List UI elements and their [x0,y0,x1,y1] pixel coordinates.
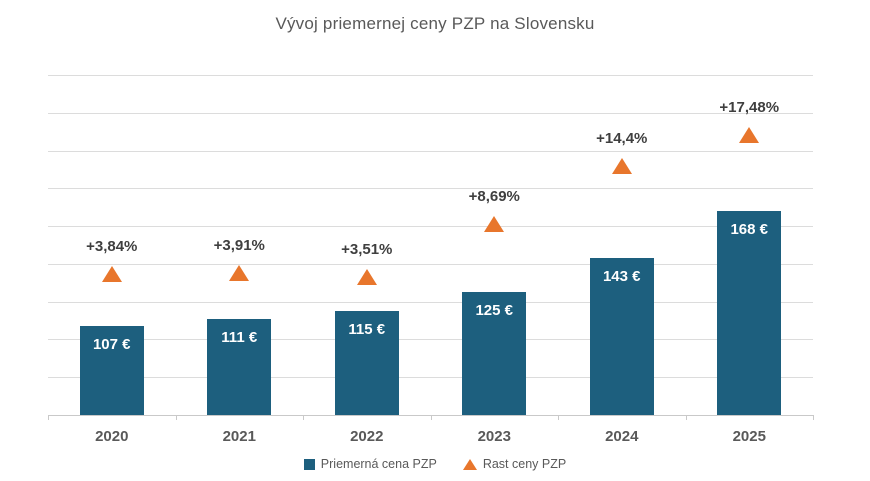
gridline [48,339,813,341]
legend-item-rast-ceny: Rast ceny PZP [462,457,567,471]
growth-value-label: +3,91% [213,237,265,255]
gridline [48,301,813,303]
growth-triangle-marker [739,126,760,143]
legend-item-priemerna-cena: Priemerná cena PZP [303,457,437,471]
legend: Priemerná cena PZP Rast ceny PZP [0,457,870,471]
bar-2020 [79,326,144,415]
gridline [48,263,813,265]
gridline [48,377,813,379]
bar-value-label: 115 € [348,321,386,339]
plot-area: 107 € +3,84% 2020 111 € +3,91% 2021 115 € +3,51… [48,75,814,445]
legend-label-rast-ceny: Rast ceny PZP [482,457,567,471]
triangle-marker-icon [462,458,477,470]
growth-value-label: +3,84% [86,237,138,255]
growth-triangle-marker [484,216,505,233]
gridline [48,112,813,114]
x-axis-label-2023: 2023 [477,428,511,445]
bar-2022 [334,311,399,415]
bar-value-label: 143 € [602,268,641,286]
growth-value-label: +8,69% [468,188,520,206]
bar-2021 [207,318,272,415]
gridline [48,188,813,190]
axis-tick [48,415,49,420]
growth-value-label: +3,51% [341,241,393,259]
x-axis-label-2025: 2025 [732,428,766,445]
legend-label-priemerna-cena: Priemerná cena PZP [320,457,437,471]
axis-tick [430,415,432,420]
gridline [48,150,813,152]
bar-value-label: 168 € [730,221,769,238]
axis-tick [813,415,814,420]
gridline [48,75,813,76]
x-axis-label-2021: 2021 [222,428,256,445]
x-axis-label-2022: 2022 [350,428,384,445]
growth-triangle-marker [101,265,122,282]
square-marker-icon [303,458,315,470]
bar-value-label: 111 € [221,328,258,346]
bar-2024 [589,258,654,415]
growth-triangle-marker [611,158,632,175]
bar-2023 [462,292,527,415]
growth-triangle-marker [229,265,250,282]
bar-value-label: 125 € [475,302,514,320]
bar-value-label: 107 € [92,336,131,354]
growth-value-label: +14,4% [596,130,648,148]
axis-tick [558,415,559,420]
axis-tick [685,415,687,420]
chart-title: Vývoj priemernej ceny PZP na Slovensku [275,14,595,33]
x-axis-label-2024: 2024 [605,428,639,445]
gridline [48,226,813,228]
bar-2025 [717,211,782,415]
growth-value-label: +17,48% [719,98,780,116]
axis-tick [175,415,177,420]
axis-tick [303,415,304,420]
x-axis-label-2020: 2020 [95,428,129,445]
growth-triangle-marker [356,269,377,286]
